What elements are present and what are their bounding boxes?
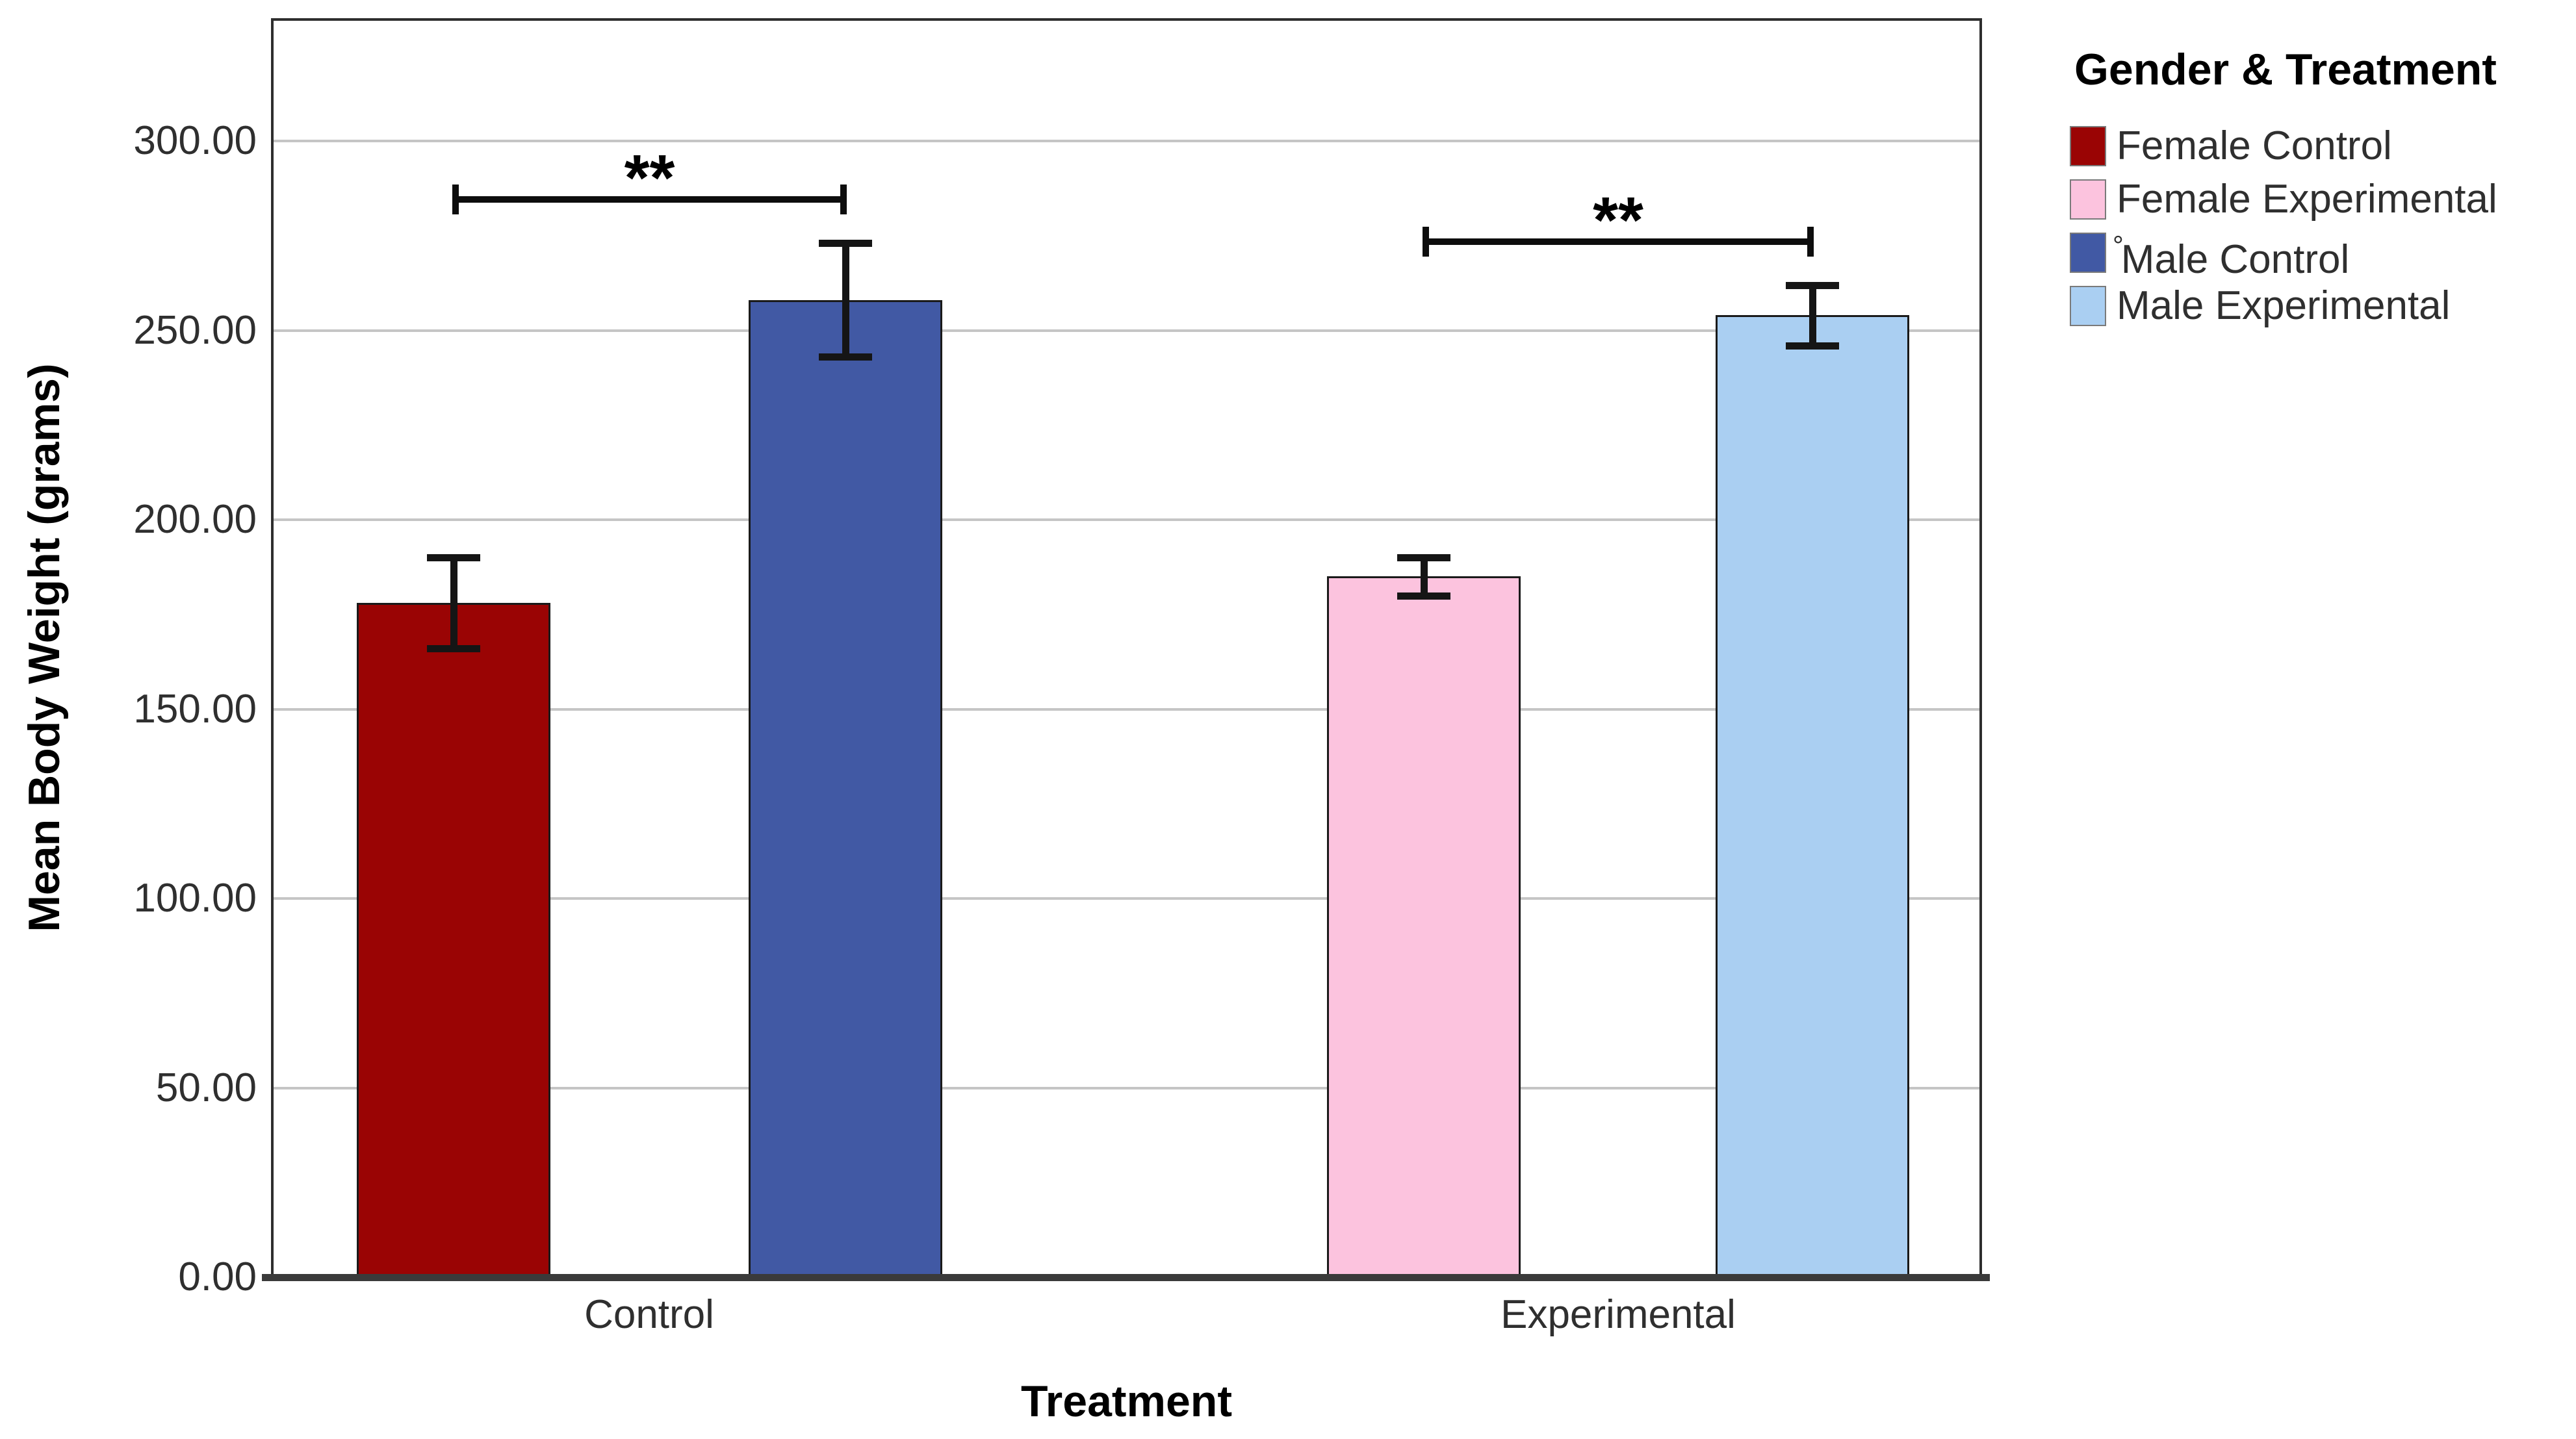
- bracket-end-tick: [1807, 226, 1814, 257]
- bar-male-experimental: [1716, 315, 1909, 1277]
- legend-item-female-control: Female Control: [2070, 125, 2392, 167]
- y-tick-label-50: 50.00: [155, 1065, 257, 1110]
- legend-label: Male Experimental: [2117, 283, 2451, 328]
- bracket-end-tick: [840, 185, 847, 215]
- legend-swatch-female-control: [2070, 126, 2106, 166]
- x-axis-title: Treatment: [1021, 1377, 1232, 1426]
- y-tick-label-0: 0.00: [178, 1254, 257, 1299]
- bar-female-experimental: [1327, 576, 1521, 1277]
- legend-title: Gender & Treatment: [2074, 45, 2497, 94]
- error-cap-top-female-control: [427, 554, 480, 562]
- bar-male-control: [749, 299, 942, 1277]
- significance-bracket-1: [454, 196, 845, 203]
- legend-swatch-female-experimental: [2070, 179, 2106, 220]
- x-category-label-experimental: Experimental: [1501, 1292, 1736, 1337]
- y-tick-label-250: 250.00: [133, 307, 257, 353]
- error-cap-bottom-male-control: [819, 353, 872, 361]
- gridline-50: [274, 1086, 1979, 1089]
- legend-swatch-male-control: [2070, 233, 2106, 273]
- bracket-end-tick: [452, 185, 459, 215]
- error-cap-bottom-female-control: [427, 645, 480, 653]
- legend-item-male-control: °Male Control: [2070, 230, 2349, 281]
- error-cap-top-male-control: [819, 240, 872, 248]
- x-category-label-control: Control: [584, 1292, 714, 1337]
- bracket-end-tick: [1423, 226, 1429, 257]
- error-cap-bottom-female-experimental: [1397, 592, 1450, 600]
- gridline-250: [274, 329, 1979, 332]
- gridline-100: [274, 897, 1979, 900]
- legend-label: °Male Control: [2113, 230, 2350, 282]
- legend-label: Female Control: [2117, 123, 2392, 168]
- error-cap-top-male-experimental: [1786, 281, 1839, 289]
- legend-item-female-experimental: Female Experimental: [2070, 179, 2497, 220]
- y-axis-title: Mean Body Weight (grams): [19, 363, 69, 932]
- y-tick-label-300: 300.00: [133, 118, 257, 163]
- bar-female-control: [357, 603, 550, 1277]
- plot-area: [271, 18, 1982, 1277]
- legend-label: Female Experimental: [2117, 177, 2497, 222]
- y-tick-label-200: 200.00: [133, 497, 257, 542]
- y-tick-label-150: 150.00: [133, 686, 257, 732]
- gridline-300: [274, 140, 1979, 142]
- error-bar-female-control: [450, 557, 457, 649]
- x-axis-baseline: [262, 1274, 1990, 1281]
- gridline-200: [274, 518, 1979, 521]
- legend-label-artifact-mark: °: [2113, 230, 2124, 261]
- y-tick-label-100: 100.00: [133, 876, 257, 921]
- error-cap-bottom-male-experimental: [1786, 342, 1839, 350]
- significance-bracket-2: [1424, 238, 1812, 245]
- significance-label-1: **: [624, 142, 675, 215]
- significance-label-2: **: [1593, 183, 1643, 257]
- error-bar-male-control: [842, 243, 849, 357]
- error-bar-male-experimental: [1809, 285, 1816, 346]
- gridline-150: [274, 707, 1979, 711]
- legend-item-male-experimental: Male Experimental: [2070, 285, 2450, 327]
- error-cap-top-female-experimental: [1397, 554, 1450, 562]
- error-bar-female-experimental: [1420, 557, 1428, 596]
- legend-swatch-male-experimental: [2070, 286, 2106, 326]
